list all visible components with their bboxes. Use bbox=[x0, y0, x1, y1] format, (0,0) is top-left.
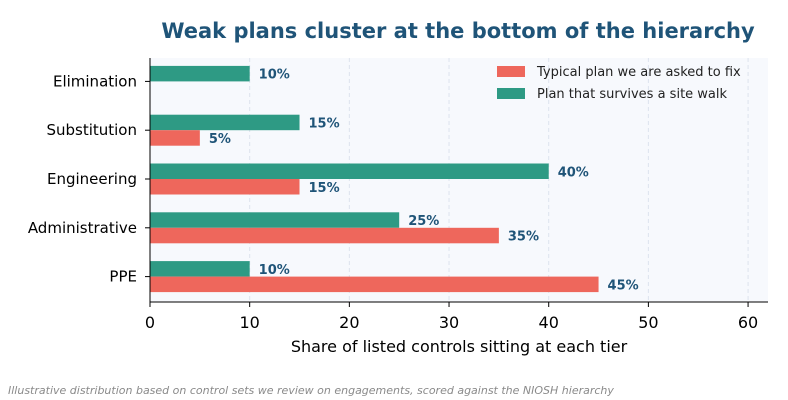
y-ticks: Elimination Substitution Engineering Admini… bbox=[28, 72, 150, 286]
legend-label: Plan that survives a site walk bbox=[537, 87, 728, 102]
x-tick-label: 20 bbox=[339, 313, 359, 332]
bar bbox=[150, 163, 549, 179]
x-tick-label: 60 bbox=[738, 313, 758, 332]
x-tick-label: 40 bbox=[539, 313, 559, 332]
x-tick-label: 0 bbox=[145, 313, 155, 332]
bar bbox=[150, 212, 400, 228]
bar-value-label: 35% bbox=[508, 230, 539, 245]
x-tick-label: 10 bbox=[239, 313, 259, 332]
bar bbox=[150, 65, 250, 82]
bar-value-label: 15% bbox=[309, 181, 340, 196]
y-tick-label: Substitution bbox=[46, 121, 137, 139]
bar bbox=[150, 227, 499, 244]
bar-labels: 10% 15% 5% 40% 15% 25% 35% 10% 45% bbox=[209, 68, 639, 294]
chart-title: Weak plans cluster at the bottom of the … bbox=[161, 19, 755, 43]
bar-value-label: 40% bbox=[558, 165, 589, 180]
bars bbox=[150, 65, 599, 293]
legend-label: Typical plan we are asked to fix bbox=[536, 65, 741, 80]
y-tick-label: PPE bbox=[109, 268, 137, 286]
x-tick-label: 50 bbox=[638, 313, 658, 332]
bar-value-label: 10% bbox=[259, 68, 290, 83]
bar bbox=[150, 261, 250, 277]
y-tick-label: Elimination bbox=[53, 72, 137, 90]
bar bbox=[150, 276, 599, 293]
y-tick-label: Administrative bbox=[28, 219, 137, 237]
bar-value-label: 45% bbox=[608, 278, 639, 293]
bar bbox=[150, 130, 200, 146]
legend: Typical plan we are asked to fix Plan tha… bbox=[497, 65, 741, 102]
bar-value-label: 15% bbox=[309, 116, 340, 131]
chart: Weak plans cluster at the bottom of the … bbox=[28, 19, 768, 356]
bar bbox=[150, 114, 300, 131]
legend-swatch bbox=[497, 66, 525, 77]
bar bbox=[150, 179, 300, 195]
bar-value-label: 5% bbox=[209, 132, 231, 147]
x-ticks: 0 10 20 30 40 50 60 bbox=[145, 302, 758, 332]
x-axis-label: Share of listed controls sitting at each… bbox=[291, 337, 628, 356]
y-tick-label: Engineering bbox=[47, 170, 137, 188]
x-tick-label: 30 bbox=[439, 313, 459, 332]
legend-swatch bbox=[497, 88, 525, 99]
bar-value-label: 10% bbox=[259, 263, 290, 278]
caption: Illustrative distribution based on contr… bbox=[8, 384, 614, 397]
bar-value-label: 25% bbox=[408, 214, 439, 229]
